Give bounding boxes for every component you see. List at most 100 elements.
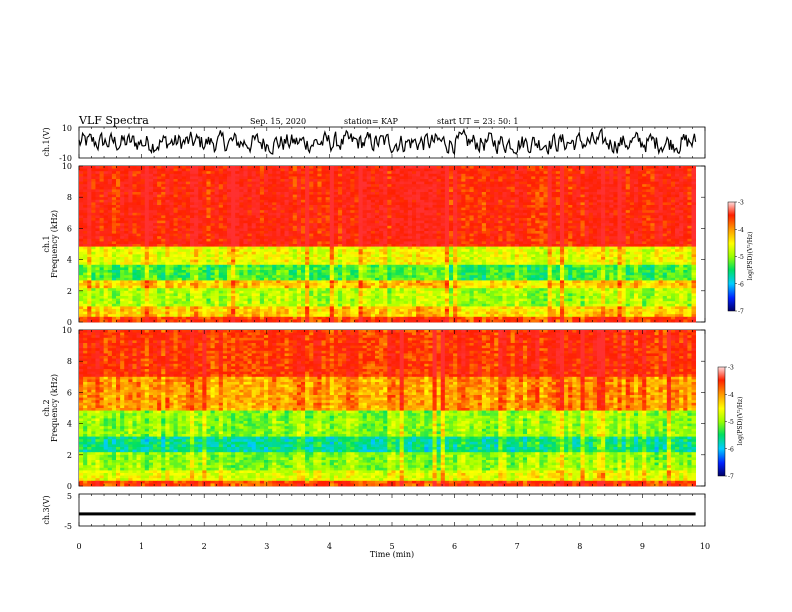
spectrogram-cell [411, 197, 417, 201]
spectrogram-cell [83, 236, 88, 240]
spectrogram-cell [531, 194, 536, 198]
spectrogram-cell [395, 199, 401, 203]
spectrogram-cell [481, 241, 487, 245]
spectrogram-cell [432, 181, 438, 185]
spectrogram-cell [305, 189, 310, 193]
spectrogram-cell [605, 231, 610, 234]
spectrogram-cell [226, 233, 232, 237]
spectrogram-cell [391, 210, 396, 214]
spectrogram-cell [547, 179, 553, 182]
spectrogram-cell [329, 220, 335, 224]
spectrogram-cell [588, 236, 594, 240]
spectrogram-cell [157, 205, 162, 208]
spectrogram-cell [235, 236, 240, 240]
spectrogram-cell [247, 202, 253, 206]
spectrogram-cell [420, 218, 425, 221]
spectrogram-cell [346, 168, 351, 172]
spectrogram-cell [420, 249, 425, 253]
spectrogram-cell [498, 205, 503, 208]
spectrogram-cell [136, 220, 142, 224]
spectrogram-cell [284, 173, 290, 177]
spectrogram-cell [185, 236, 191, 240]
spectrogram-cell [214, 194, 220, 198]
spectrogram-cell [399, 179, 405, 182]
spectrogram-cell [613, 246, 618, 250]
spectrogram-cell [194, 207, 199, 211]
spectrogram-cell [202, 202, 207, 206]
spectrogram-cell [239, 220, 244, 224]
spectrogram-cell [490, 223, 495, 227]
spectrogram-cell [366, 225, 372, 229]
spectrogram-cell [609, 236, 614, 240]
spectrogram-cell [675, 171, 680, 175]
spectrogram-cell [136, 231, 142, 234]
spectrogram-cell [362, 173, 368, 177]
spectrogram-cell [535, 205, 540, 208]
spectrogram-cell [461, 194, 466, 198]
spectrogram-cell [239, 231, 244, 234]
spectrogram-cell [300, 205, 306, 208]
spectrogram-cell [588, 241, 594, 245]
spectrogram-cell [531, 205, 536, 208]
spectrogram-cell [638, 199, 643, 203]
spectrogram-cell [535, 244, 540, 247]
spectrogram-cell [91, 179, 96, 182]
spectrogram-cell [518, 236, 524, 240]
spectrogram-cell [584, 199, 590, 203]
spectrogram-cell [321, 173, 327, 177]
spectrogram-cell [222, 228, 228, 232]
spectrogram-cell [189, 231, 195, 234]
spectrogram-cell [358, 233, 364, 237]
spectrogram-cell [189, 228, 195, 232]
spectrogram-cell [383, 231, 388, 234]
spectrogram-cell [502, 186, 507, 190]
spectrogram-cell [79, 210, 84, 214]
spectrogram-cell [259, 238, 265, 242]
spectrogram-cell [559, 212, 565, 216]
spectrogram-cell [358, 238, 364, 242]
spectrogram-cell [218, 171, 224, 175]
spectrogram-cell [350, 218, 355, 221]
spectrogram-cell [687, 223, 692, 227]
spectrogram-cell [136, 194, 142, 198]
spectrogram-cell [255, 249, 261, 253]
spectrogram-cell [576, 212, 581, 216]
spectrogram-cell [214, 218, 220, 221]
spectrogram-cell [120, 220, 125, 224]
spectrogram-cell [629, 192, 635, 195]
spectrogram-cell [601, 218, 606, 221]
spectrogram-cell [403, 220, 409, 224]
spectrogram-cell [124, 228, 129, 232]
spectrogram-cell [107, 194, 113, 198]
spectrogram-cell [243, 215, 248, 219]
spectrogram-cell [379, 202, 384, 206]
spectrogram-cell [79, 225, 84, 229]
spectrogram-cell [214, 173, 220, 177]
spectrogram-cell [206, 210, 211, 214]
spectrogram-cell [629, 168, 635, 172]
spectrogram-cell [621, 168, 627, 172]
spectrogram-cell [128, 176, 133, 180]
spectrogram-cell [387, 168, 392, 172]
spectrogram-cell [658, 199, 664, 203]
spectrogram-cell [592, 228, 598, 232]
spectrogram-cell [498, 241, 503, 245]
spectrogram-cell [387, 199, 392, 203]
spectrogram-cell [510, 171, 516, 175]
spectrogram-cell [235, 179, 240, 182]
spectrogram-cell [625, 189, 631, 193]
spectrogram-cell [120, 168, 125, 172]
spectrogram-cell [111, 192, 117, 195]
spectrogram-cell [547, 197, 553, 201]
spectrogram-cell [432, 168, 438, 172]
spectrogram-cell [658, 233, 664, 237]
spectrogram-cell [210, 212, 216, 216]
spectrogram-cell [576, 241, 581, 245]
spectrogram-cell [588, 192, 594, 195]
spectrogram-cell [95, 166, 100, 169]
spectrogram-cell [506, 173, 512, 177]
spectrogram-cell [564, 199, 569, 203]
spectrogram-cell [99, 202, 105, 206]
spectrogram-cell [407, 228, 413, 232]
spectrogram-cell [683, 231, 688, 234]
